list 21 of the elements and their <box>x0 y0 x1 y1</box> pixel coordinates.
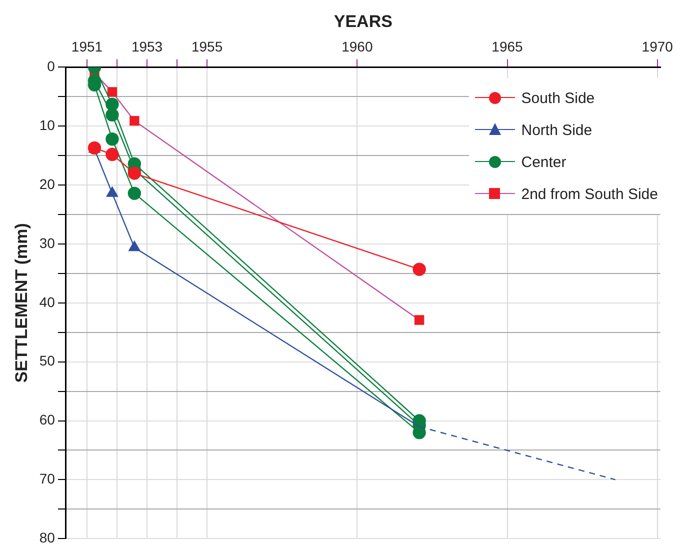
y-tick-label: 10 <box>39 116 56 133</box>
x-axis-title: YEARS <box>334 12 392 31</box>
y-tick-label: 60 <box>39 412 56 428</box>
y-tick-label: 0 <box>47 58 56 74</box>
legend-label: North Side <box>521 122 592 138</box>
legend-label: Center <box>521 154 566 170</box>
x-tick-label: 1965 <box>492 38 524 55</box>
legend-label: 2nd from South Side <box>521 186 658 202</box>
y-tick-label: 20 <box>39 176 56 192</box>
y-tick-label: 80 <box>39 529 56 546</box>
y-tick-label: 30 <box>39 234 56 251</box>
x-tick-label: 1960 <box>342 38 373 55</box>
y-axis-title: SETTLEMENT (mm) <box>12 223 31 383</box>
y-tick-label: 70 <box>39 470 56 487</box>
y-tick-label: 50 <box>39 352 56 369</box>
y-tick-label: 40 <box>39 294 56 310</box>
x-tick-label: 1970 <box>642 38 674 55</box>
x-tick-label: 1953 <box>131 38 163 55</box>
x-tick-label: 1955 <box>191 38 223 55</box>
x-tick-label: 1951 <box>71 38 103 55</box>
legend-label: South Side <box>521 90 595 106</box>
